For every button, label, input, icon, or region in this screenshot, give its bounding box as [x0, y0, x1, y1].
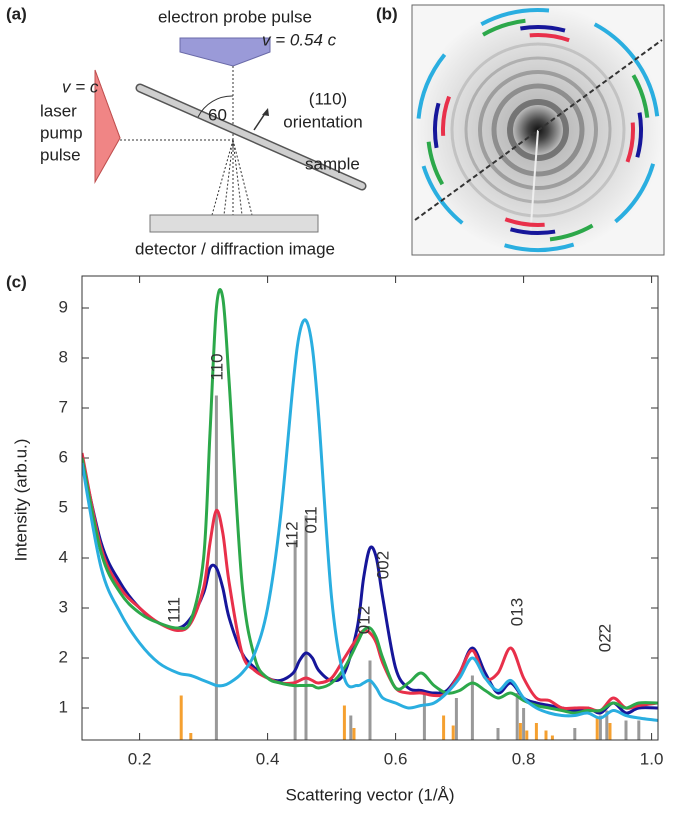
series-line: [82, 457, 658, 715]
ring-markers: [416, 7, 660, 252]
x-tick-label: 0.6: [384, 749, 408, 768]
peak-annotation: 112: [282, 521, 301, 548]
sample-label: sample: [305, 154, 360, 173]
panel-label: (c): [6, 272, 27, 291]
y-tick-label: 5: [59, 497, 68, 516]
orientation-label: (110): [309, 89, 347, 108]
pump-speed: v = c: [62, 77, 99, 96]
diffraction-rings: [450, 42, 626, 218]
sample-slab-fill: [137, 85, 365, 189]
y-tick-label: 6: [59, 447, 68, 466]
electron-pulse: [179, 37, 271, 67]
x-tick-label: 1.0: [640, 749, 664, 768]
plot-frame: [81, 275, 659, 741]
y-tick-label: 4: [59, 547, 68, 566]
peak-annotation: 013: [507, 598, 526, 626]
x-axis-title: Scattering vector (1/Å): [285, 785, 454, 804]
arrow-head: [262, 108, 269, 116]
direction-line: [414, 39, 663, 221]
pump-label: pulse: [40, 145, 81, 164]
peak-annotation: 110: [207, 353, 226, 380]
x-tick-label: 0.2: [128, 749, 152, 768]
x-tick-label: 0.8: [512, 749, 536, 768]
y-tick-label: 3: [59, 597, 68, 616]
panel-label: (b): [376, 4, 398, 23]
peak-annotation: 011: [301, 506, 320, 533]
detector-label: detector / diffraction image: [135, 239, 335, 258]
pump-label: laser: [40, 101, 77, 120]
laser-pulse-front: [94, 69, 121, 184]
y-tick-label: 7: [59, 397, 68, 416]
probe-label: electron probe pulse: [158, 7, 312, 26]
y-tick-label: 1: [59, 697, 68, 716]
y-tick-label: 8: [59, 347, 68, 366]
orientation-label: orientation: [283, 112, 362, 131]
y-tick-label: 2: [59, 647, 68, 666]
peak-annotation: 002: [373, 551, 392, 579]
diffracted-beams: [211, 139, 253, 216]
x-tick-label: 0.4: [256, 749, 280, 768]
detector: [149, 214, 319, 233]
series-line: [82, 318, 658, 722]
y-axis-title: Intensity (arb.u.): [11, 439, 30, 562]
pump-label: pump: [40, 123, 83, 142]
peak-annotation: 012: [354, 606, 373, 634]
probe-speed: v = 0.54 c: [262, 30, 337, 49]
series-line: [82, 288, 658, 715]
angle-arc: [197, 95, 234, 118]
peak-annotation: 02̄2: [595, 624, 614, 652]
peak-annotation: 111: [164, 597, 183, 623]
y-tick-label: 9: [59, 297, 68, 316]
angle-label: 60: [208, 105, 227, 124]
panel-label: (a): [6, 4, 27, 23]
beam-stop: [529, 129, 539, 239]
